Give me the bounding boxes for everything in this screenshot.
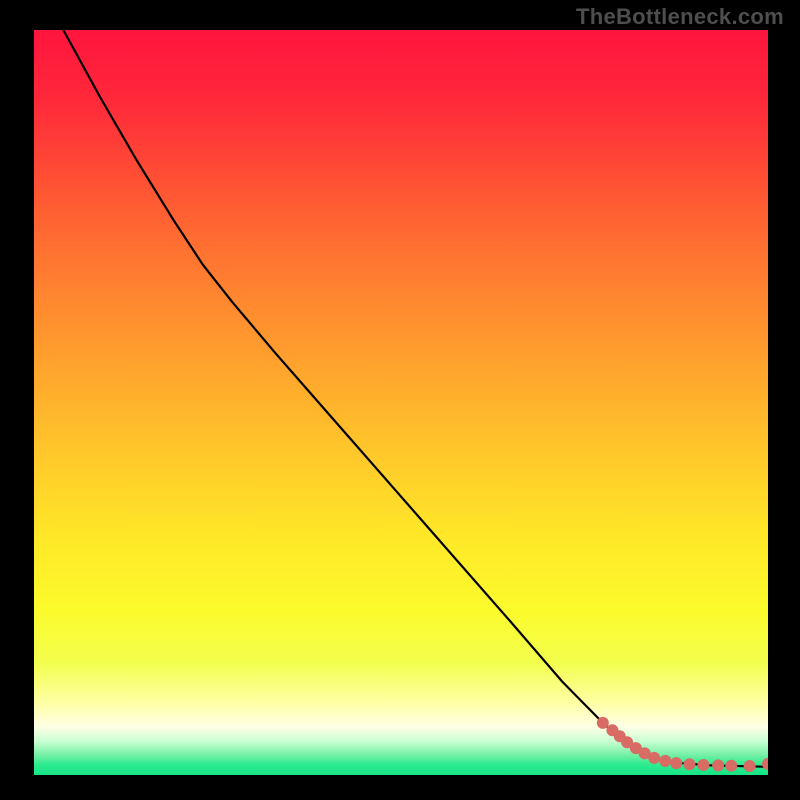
data-marker <box>670 757 682 769</box>
data-marker <box>744 760 756 772</box>
data-marker <box>659 755 671 767</box>
data-marker <box>725 760 737 772</box>
chart-svg <box>34 30 768 775</box>
data-marker <box>697 759 709 771</box>
chart-container: TheBottleneck.com <box>0 0 800 800</box>
plot-area <box>34 30 768 775</box>
data-marker <box>597 717 609 729</box>
watermark-text: TheBottleneck.com <box>576 4 784 30</box>
data-marker <box>712 759 724 771</box>
data-marker <box>648 752 660 764</box>
data-marker <box>683 758 695 770</box>
gradient-background <box>34 30 768 775</box>
